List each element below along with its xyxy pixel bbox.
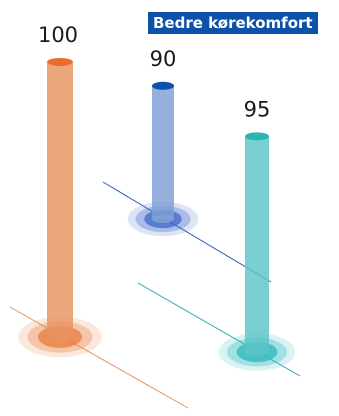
floor-line-3 — [137, 282, 301, 377]
bar-1 — [47, 62, 73, 337]
bar-group-3: 95 — [218, 97, 296, 371]
bar-2-cap — [152, 81, 174, 90]
chart-title: Bedre kørekomfort — [148, 12, 318, 34]
floor-line-2 — [102, 181, 272, 283]
floor-line-1 — [9, 306, 189, 409]
bar-group-2: 90 — [127, 47, 199, 237]
bar-3-cap — [245, 132, 269, 141]
bar-1-value-label: 100 — [38, 23, 78, 47]
bar-1-bottom — [47, 333, 73, 341]
bar-2 — [152, 85, 174, 219]
bar-3-bottom — [245, 348, 269, 356]
bar-1-cap — [47, 58, 73, 66]
bar-2-bottom — [152, 215, 174, 223]
bar-2-value-label: 90 — [150, 47, 177, 71]
bar-3 — [245, 136, 269, 352]
bar-3-value-label: 95 — [244, 97, 271, 121]
bar-group-1: 100 — [18, 23, 102, 358]
